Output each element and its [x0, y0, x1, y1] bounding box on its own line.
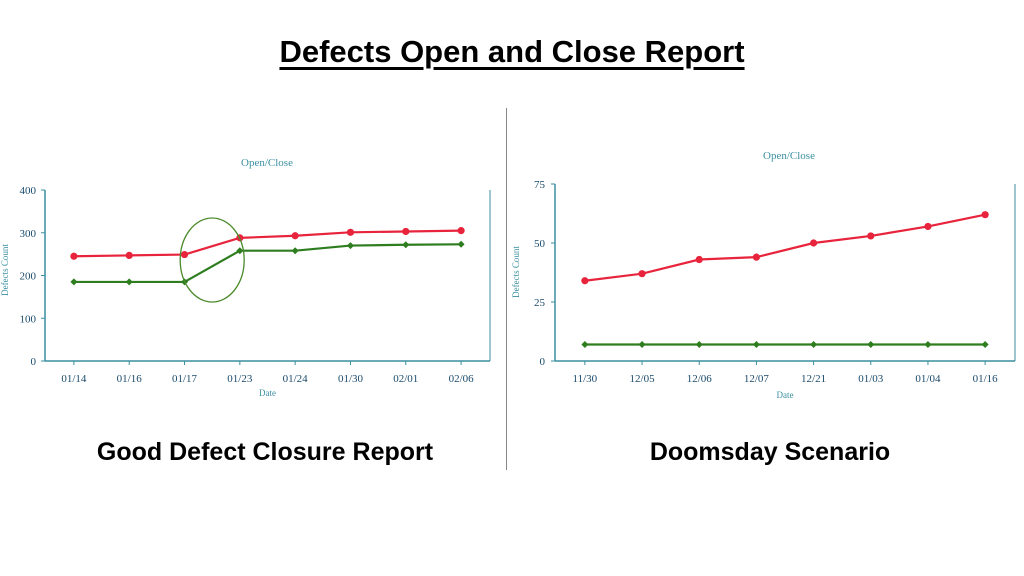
data-point: [810, 340, 818, 348]
data-point: [981, 340, 989, 348]
data-point: [867, 340, 875, 348]
page-title: Defects Open and Close Report: [279, 34, 745, 69]
series-line: [73, 243, 462, 284]
data-point: [70, 252, 78, 260]
y-tick-label: 25: [534, 297, 546, 309]
data-point: [924, 222, 932, 231]
y-tick-label: 0: [31, 356, 37, 368]
chart-doomsday: Open/Close 0 25 50 75 11/30 12/05 12/06 12/07 12/…: [511, 150, 1016, 400]
x-tick-label: 01/03: [858, 373, 884, 385]
data-point: [346, 242, 354, 250]
data-point: [867, 232, 875, 240]
data-point: [809, 239, 818, 247]
data-point: [291, 247, 299, 255]
x-tick-label: 01/16: [117, 373, 143, 385]
data-point: [638, 340, 646, 348]
x-tick-label: 12/05: [630, 373, 656, 385]
y-axis-label: Defects Count: [511, 246, 521, 298]
x-tick-label: 12/21: [801, 373, 826, 385]
y-tick-label: 300: [20, 228, 37, 240]
x-tick-label: 01/04: [915, 373, 941, 385]
data-point: [402, 241, 410, 249]
caption-right: Doomsday Scenario: [649, 438, 891, 466]
x-tick-label: 12/07: [744, 373, 770, 385]
data-point: [581, 277, 589, 285]
x-tick-label: 02/06: [449, 373, 475, 385]
x-tick-label: 11/30: [573, 373, 598, 385]
y-axis-label: Defects Count: [0, 244, 10, 296]
data-point: [695, 340, 703, 348]
data-point: [924, 340, 932, 348]
data-point: [457, 227, 465, 235]
x-tick-label: 01/24: [283, 373, 309, 385]
y-tick-label: 200: [20, 271, 37, 283]
data-point: [70, 278, 78, 286]
data-point: [638, 270, 646, 278]
chart-title: Open/Close: [241, 157, 293, 169]
x-tick-label: 01/17: [172, 373, 198, 385]
data-point: [236, 247, 244, 255]
data-point: [457, 240, 465, 248]
data-point: [180, 250, 189, 259]
data-point: [695, 255, 703, 264]
data-point: [581, 340, 589, 348]
series-line: [73, 229, 462, 258]
data-point: [752, 253, 761, 261]
y-tick-label: 400: [20, 185, 37, 197]
x-tick-label: 01/30: [338, 373, 364, 385]
x-tick-label: 02/01: [393, 373, 418, 385]
data-point: [346, 228, 355, 236]
data-point: [981, 211, 989, 219]
y-tick-label: 100: [20, 313, 37, 325]
series-line: [584, 213, 986, 282]
data-point: [752, 340, 760, 348]
x-tick-label: 01/16: [973, 373, 999, 385]
caption-left: Good Defect Closure Report: [96, 438, 434, 466]
data-point: [125, 251, 133, 260]
x-tick-label: 12/06: [687, 373, 713, 385]
chart-title: Open/Close: [763, 150, 815, 162]
data-point: [125, 278, 133, 286]
x-tick-label: 01/14: [61, 373, 87, 385]
highlight-ellipse: [179, 217, 245, 303]
y-tick-label: 50: [534, 238, 546, 250]
x-axis-label: Date: [777, 390, 794, 400]
y-tick-label: 75: [534, 179, 546, 191]
data-point: [291, 232, 299, 240]
divider: [506, 108, 507, 470]
x-tick-label: 01/23: [227, 373, 253, 385]
x-axis-label: Date: [259, 388, 276, 398]
data-point: [402, 227, 410, 236]
y-tick-label: 0: [540, 356, 546, 368]
chart-good-closure: Open/Close 0 100 200 300 400 01/14 01/16 01/17 01…: [0, 157, 491, 398]
